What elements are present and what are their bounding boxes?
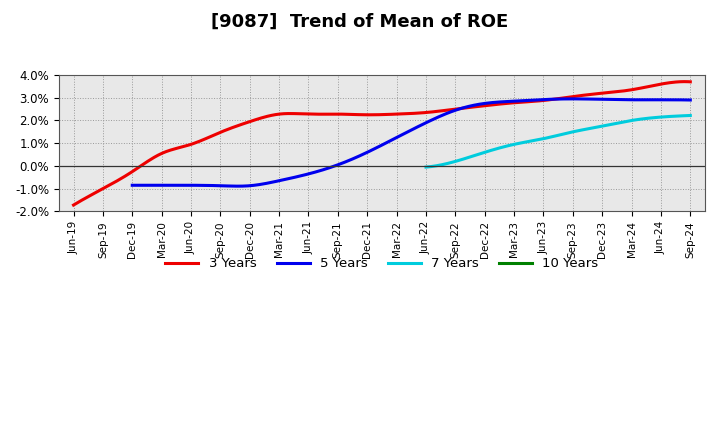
7 Years <box>583 126 592 132</box>
Line: 5 Years: 5 Years <box>132 99 690 186</box>
5 Years <box>460 105 469 110</box>
5 Years <box>462 104 471 110</box>
3 Years <box>446 107 455 112</box>
7 Years <box>686 113 695 118</box>
Text: [9087]  Trend of Mean of ROE: [9087] Trend of Mean of ROE <box>212 13 508 31</box>
Legend: 3 Years, 5 Years, 7 Years, 10 Years: 3 Years, 5 Years, 7 Years, 10 Years <box>160 252 603 276</box>
7 Years <box>661 114 670 119</box>
3 Years <box>589 92 598 97</box>
5 Years <box>130 183 138 188</box>
7 Years <box>422 165 431 170</box>
7 Years <box>579 127 588 132</box>
7 Years <box>578 127 587 132</box>
5 Years <box>472 102 480 107</box>
3 Years <box>69 202 78 208</box>
7 Years <box>644 116 653 121</box>
3 Years <box>71 201 80 206</box>
3 Years <box>680 79 688 84</box>
Line: 3 Years: 3 Years <box>73 82 690 205</box>
7 Years <box>423 165 431 170</box>
3 Years <box>629 87 637 92</box>
3 Years <box>434 109 443 114</box>
5 Years <box>234 183 243 189</box>
5 Years <box>686 97 695 103</box>
5 Years <box>637 97 646 103</box>
Line: 7 Years: 7 Years <box>426 115 690 167</box>
3 Years <box>436 108 445 114</box>
5 Years <box>602 97 611 102</box>
3 Years <box>686 79 695 84</box>
5 Years <box>128 183 137 188</box>
5 Years <box>568 96 577 102</box>
